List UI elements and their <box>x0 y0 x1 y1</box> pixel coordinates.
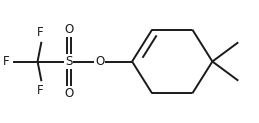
Text: F: F <box>37 84 44 97</box>
Text: F: F <box>2 55 9 68</box>
Text: F: F <box>37 26 44 39</box>
Text: O: O <box>64 87 73 100</box>
Text: O: O <box>95 55 104 68</box>
Text: S: S <box>65 55 72 68</box>
Text: O: O <box>64 23 73 36</box>
